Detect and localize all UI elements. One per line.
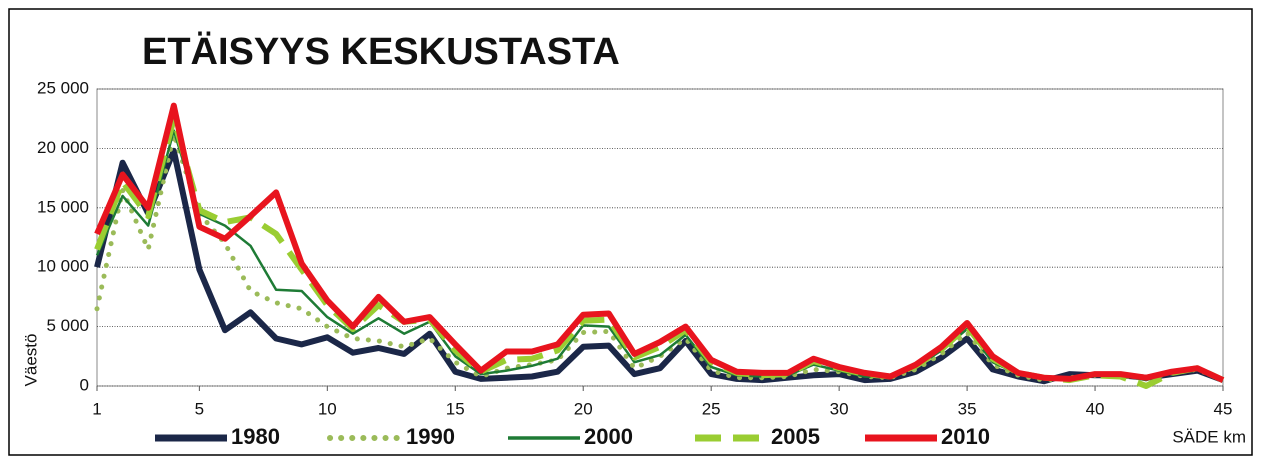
y-tick-label: 0 xyxy=(80,375,89,394)
x-tick-label: 5 xyxy=(195,399,204,418)
x-tick-label: 25 xyxy=(702,399,721,418)
x-tick-label: 35 xyxy=(958,399,977,418)
x-axis-label: SÄDE km xyxy=(1172,427,1246,446)
legend-label: 2005 xyxy=(771,424,820,449)
x-tick-label: 15 xyxy=(446,399,465,418)
y-tick-label: 25 000 xyxy=(37,78,89,97)
x-tick-label: 40 xyxy=(1086,399,1105,418)
series-line xyxy=(94,102,1225,383)
legend-label: 2000 xyxy=(584,424,633,449)
y-axis-label: Väestö xyxy=(21,334,40,387)
y-tick-label: 20 000 xyxy=(37,138,89,157)
y-tick-label: 5 000 xyxy=(46,316,89,335)
series-line xyxy=(94,147,1225,385)
legend-label: 1990 xyxy=(406,424,455,449)
y-tick-label: 15 000 xyxy=(37,197,89,216)
frame xyxy=(8,8,1253,456)
y-tick-label: 10 000 xyxy=(37,257,89,276)
x-tick-label: 1 xyxy=(92,399,101,418)
legend-label: 1980 xyxy=(231,424,280,449)
legend-label: 2010 xyxy=(941,424,990,449)
x-tick-label: 30 xyxy=(830,399,849,418)
x-tick-label: 20 xyxy=(574,399,593,418)
x-tick-label: 45 xyxy=(1214,399,1233,418)
x-tick-label: 10 xyxy=(318,399,337,418)
chart-title: ETÄISYYS KESKUSTASTA xyxy=(142,30,620,73)
